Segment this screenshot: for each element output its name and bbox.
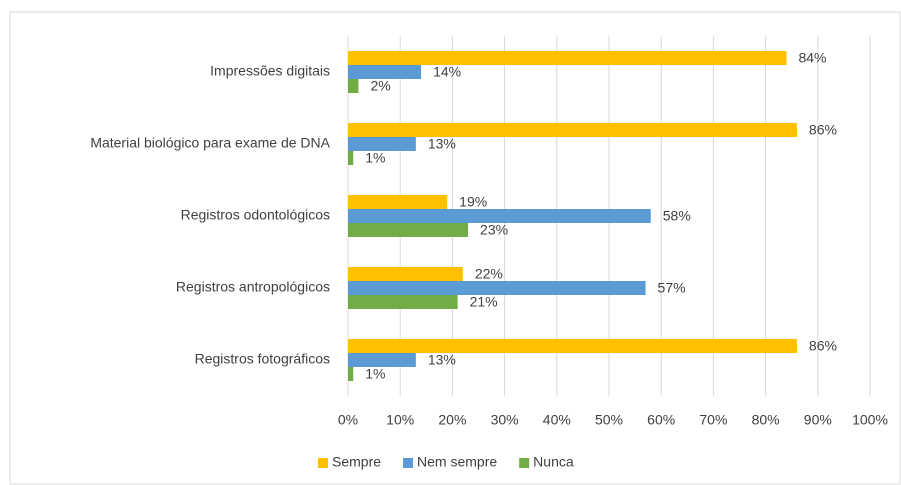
bar bbox=[348, 267, 463, 281]
data-label: 13% bbox=[428, 136, 456, 152]
data-label: 58% bbox=[663, 208, 691, 224]
data-label: 86% bbox=[809, 122, 837, 138]
x-tick-label: 20% bbox=[438, 412, 466, 428]
bar bbox=[348, 151, 354, 165]
y-tick-label: Material biológico para exame de DNA bbox=[90, 135, 330, 151]
bar bbox=[348, 353, 416, 367]
bar bbox=[348, 209, 651, 223]
x-tick-label: 60% bbox=[647, 412, 675, 428]
x-tick-label: 90% bbox=[804, 412, 832, 428]
chart-frame bbox=[9, 11, 901, 485]
legend-swatch bbox=[318, 458, 328, 468]
bar bbox=[348, 51, 787, 65]
x-tick-label: 10% bbox=[386, 412, 414, 428]
data-label: 1% bbox=[365, 366, 385, 382]
bar bbox=[348, 223, 469, 237]
y-tick-label: Registros antropológicos bbox=[176, 279, 330, 295]
bar bbox=[348, 65, 422, 79]
data-label: 14% bbox=[433, 64, 461, 80]
bar bbox=[348, 339, 797, 353]
bar bbox=[348, 79, 359, 93]
data-label: 19% bbox=[459, 194, 487, 210]
bar bbox=[348, 295, 458, 309]
data-label: 84% bbox=[798, 50, 826, 66]
data-label: 57% bbox=[658, 280, 686, 296]
x-tick-label: 0% bbox=[338, 412, 358, 428]
x-tick-label: 40% bbox=[543, 412, 571, 428]
bar bbox=[348, 367, 354, 381]
data-label: 2% bbox=[370, 78, 390, 94]
legend-label: Nem sempre bbox=[417, 454, 497, 470]
x-tick-label: 70% bbox=[699, 412, 727, 428]
x-tick-label: 50% bbox=[595, 412, 623, 428]
bar bbox=[348, 137, 416, 151]
data-label: 86% bbox=[809, 338, 837, 354]
legend-swatch bbox=[519, 458, 530, 468]
legend-label: Sempre bbox=[332, 454, 381, 470]
x-tick-label: 100% bbox=[852, 412, 888, 428]
bar bbox=[348, 195, 448, 209]
legend-swatch bbox=[403, 458, 414, 468]
data-label: 21% bbox=[470, 294, 498, 310]
bar bbox=[348, 281, 646, 295]
bar bbox=[348, 123, 797, 137]
y-tick-label: Registros fotográficos bbox=[195, 351, 330, 367]
y-tick-label: Registros odontológicos bbox=[181, 207, 330, 223]
data-label: 22% bbox=[475, 266, 503, 282]
legend-label: Nunca bbox=[533, 454, 574, 470]
x-tick-label: 80% bbox=[752, 412, 780, 428]
y-tick-label: Impressões digitais bbox=[210, 63, 330, 79]
data-label: 13% bbox=[428, 352, 456, 368]
x-tick-label: 30% bbox=[491, 412, 519, 428]
data-label: 1% bbox=[365, 150, 385, 166]
data-label: 23% bbox=[480, 222, 508, 238]
